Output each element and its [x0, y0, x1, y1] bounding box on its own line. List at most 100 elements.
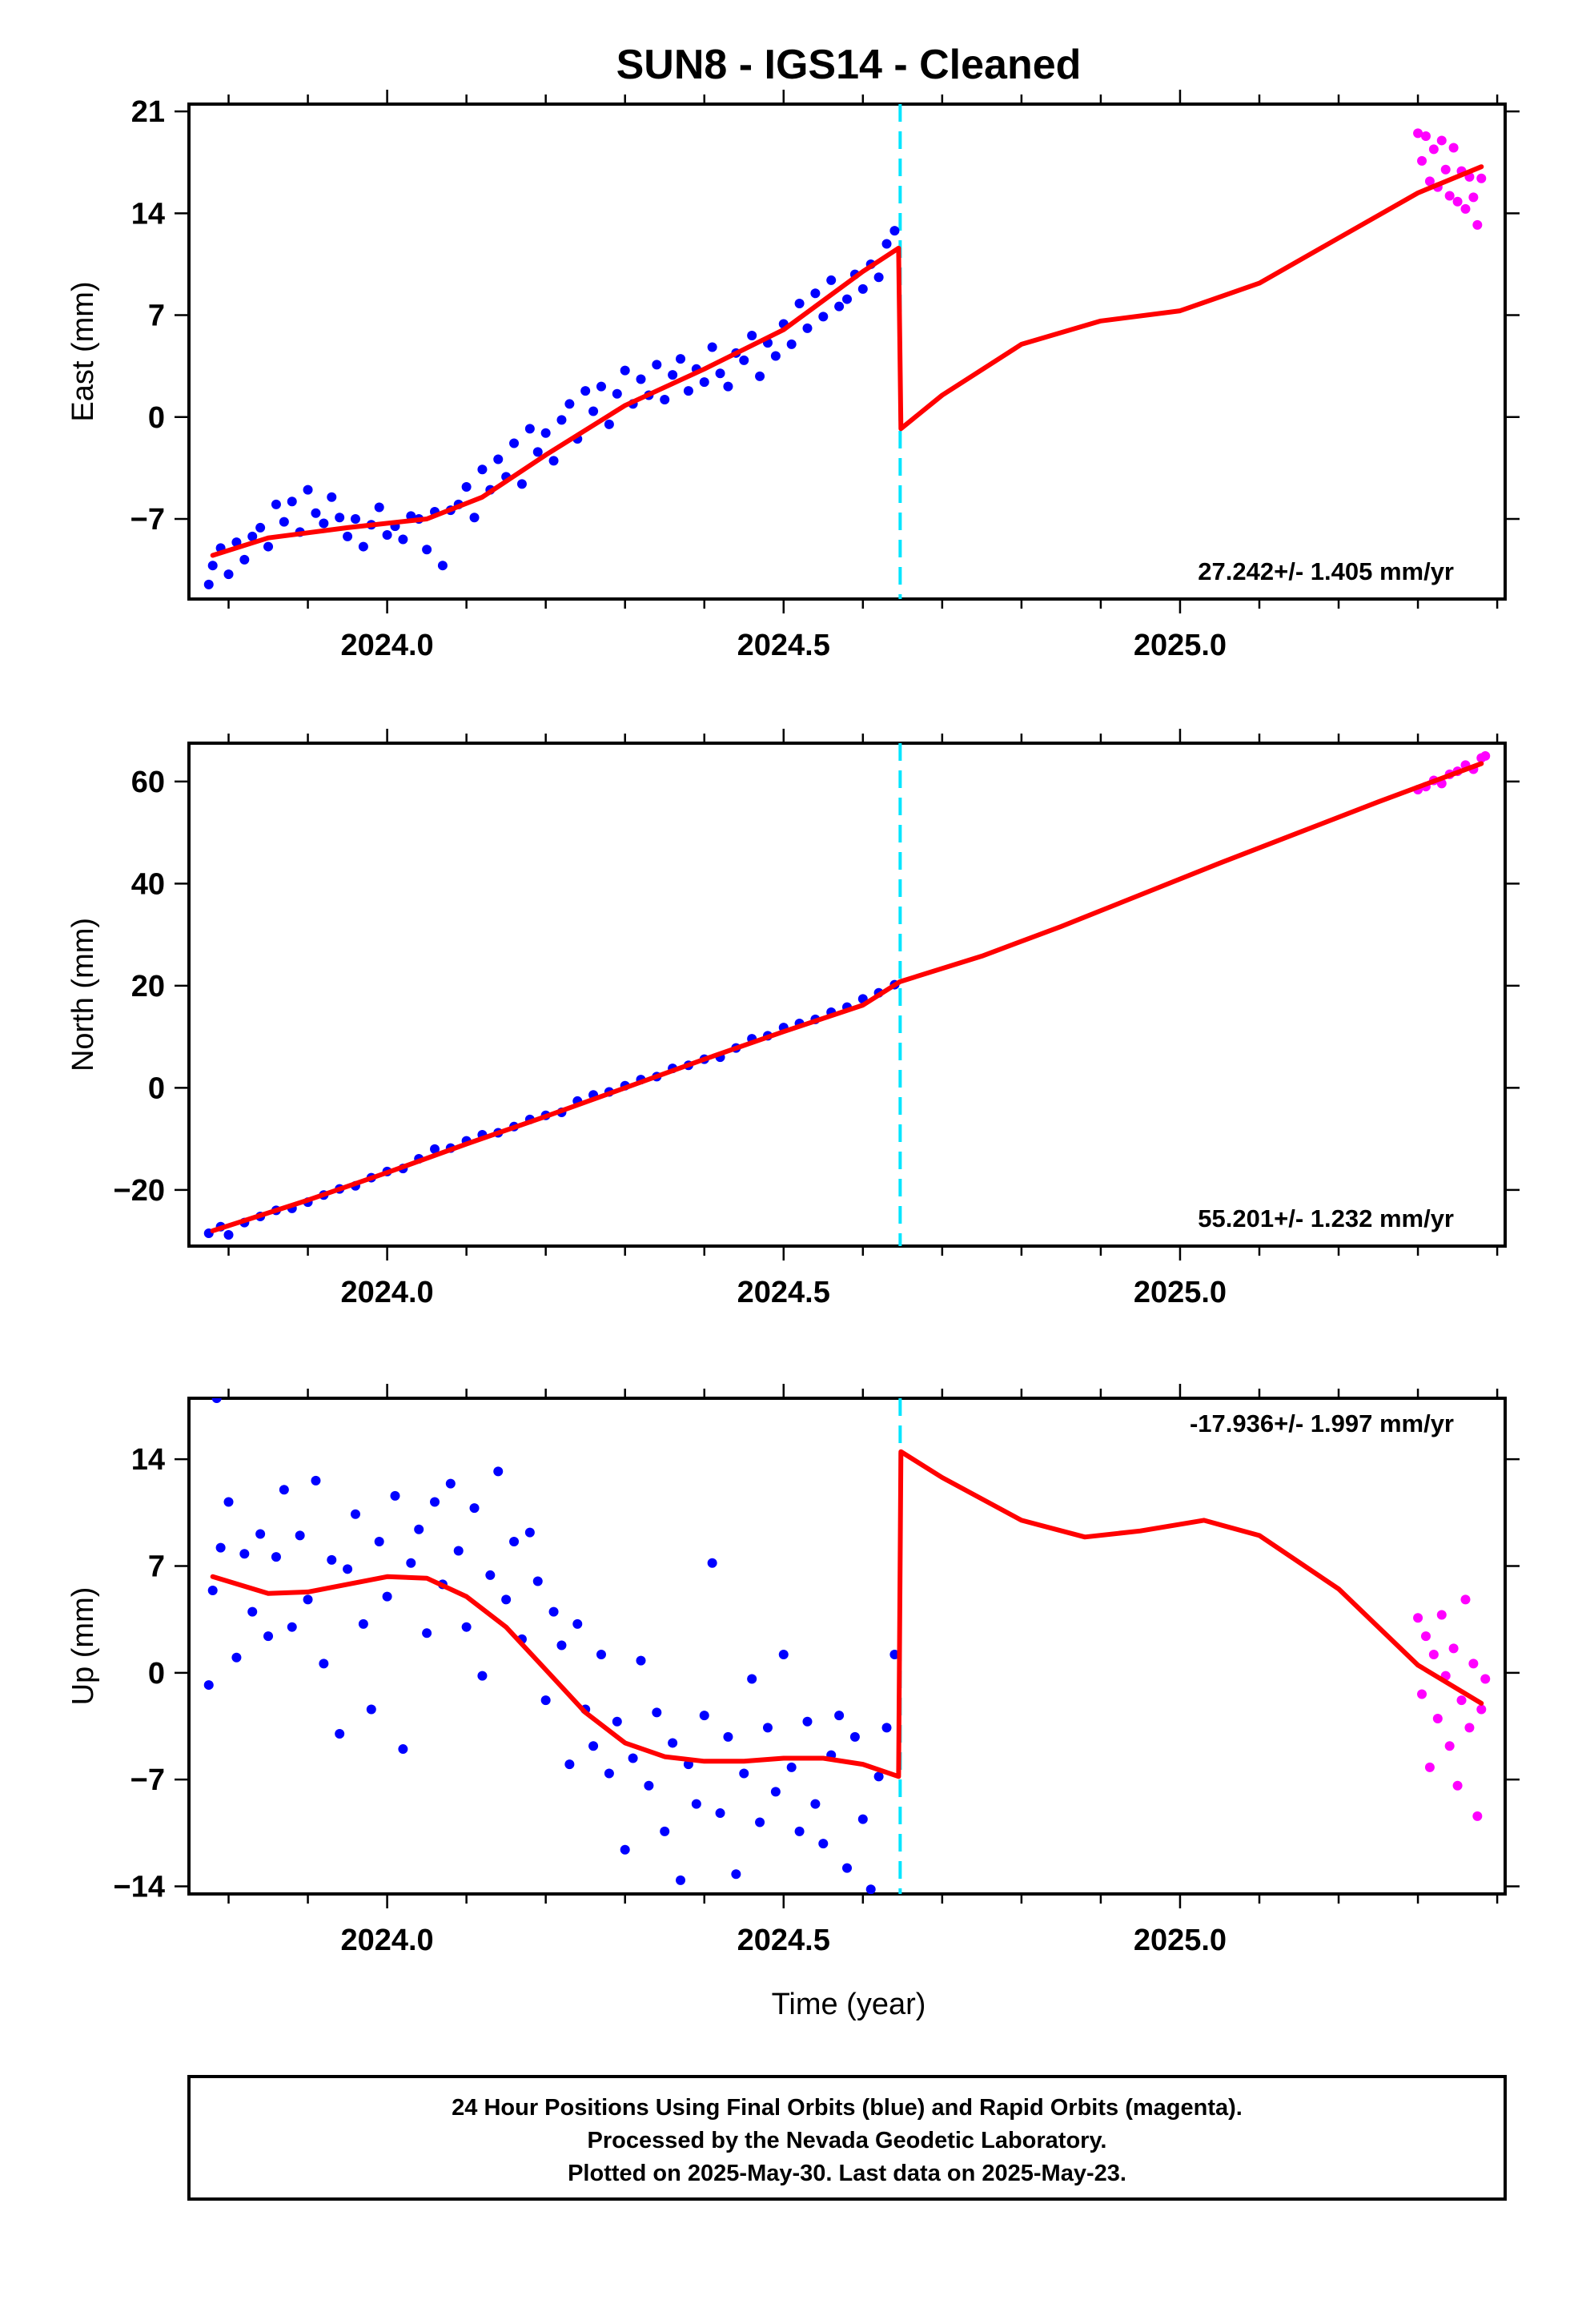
- final-orbit-point: [556, 1640, 567, 1651]
- y-tick-label: 14: [131, 1443, 165, 1477]
- final-orbit-point: [755, 1817, 765, 1827]
- final-orbit-point: [857, 283, 868, 294]
- final-orbit-point: [612, 388, 622, 399]
- final-orbit-point: [834, 1711, 845, 1721]
- rapid-orbit-point: [1480, 750, 1491, 761]
- rapid-orbit-point: [1413, 128, 1423, 139]
- final-orbit-point: [303, 485, 313, 495]
- final-orbit-point: [215, 1542, 226, 1553]
- final-orbit-point: [311, 508, 321, 518]
- rapid-orbit-point: [1413, 1613, 1423, 1623]
- final-orbit-point: [889, 1649, 900, 1659]
- final-orbit-point: [747, 1674, 757, 1684]
- final-orbit-point: [287, 1622, 297, 1632]
- final-orbit-point: [390, 1490, 400, 1501]
- rapid-orbit-point: [1428, 144, 1439, 155]
- final-orbit-point: [668, 370, 678, 380]
- x-tick-label: 2025.0: [1134, 1276, 1227, 1309]
- final-orbit-point: [786, 1762, 797, 1772]
- up-y-axis-label: Up (mm): [66, 1587, 100, 1706]
- final-orbit-point: [762, 1723, 773, 1733]
- rapid-orbit-point: [1436, 1610, 1447, 1620]
- north-y-axis-label: North (mm): [66, 918, 100, 1072]
- final-orbit-point: [255, 522, 266, 533]
- final-orbit-point: [612, 1716, 622, 1727]
- final-orbit-point: [303, 1594, 313, 1605]
- rapid-orbit-point: [1472, 1811, 1483, 1821]
- final-orbit-point: [335, 1729, 345, 1739]
- final-orbit-point: [660, 1826, 670, 1836]
- y-tick-label: −7: [130, 1763, 165, 1797]
- final-orbit-point: [223, 569, 234, 580]
- y-tick-label: 0: [148, 1072, 165, 1105]
- y-tick-label: 21: [131, 95, 165, 129]
- final-orbit-point: [374, 502, 384, 513]
- final-orbit-point: [588, 1741, 599, 1751]
- final-orbit-point: [263, 1631, 274, 1642]
- final-orbit-point: [358, 1618, 368, 1629]
- final-orbit-point: [699, 1711, 709, 1721]
- final-orbit-point: [660, 394, 670, 404]
- final-orbit-point: [247, 1606, 258, 1617]
- final-orbit-point: [770, 1787, 781, 1797]
- rapid-orbit-point: [1444, 191, 1455, 201]
- final-orbit-point: [327, 492, 337, 502]
- final-orbit-point: [223, 1229, 234, 1240]
- final-orbit-point: [382, 1591, 392, 1602]
- final-orbit-point: [881, 1723, 892, 1733]
- rapid-orbit-point: [1464, 1723, 1475, 1733]
- final-orbit-point: [794, 299, 805, 309]
- final-orbit-point: [445, 1478, 456, 1489]
- final-orbit-point: [548, 456, 559, 466]
- x-tick-label: 2025.0: [1134, 629, 1227, 662]
- east-y-axis-label: East (mm): [66, 281, 100, 421]
- y-tick-label: 14: [131, 197, 165, 231]
- final-orbit-point: [778, 1649, 789, 1659]
- y-tick-label: −14: [114, 1870, 165, 1904]
- final-orbit-point: [374, 1537, 384, 1547]
- final-orbit-point: [398, 534, 408, 545]
- final-orbit-point: [676, 1875, 686, 1885]
- rapid-orbit-point: [1428, 1649, 1439, 1659]
- final-orbit-point: [683, 386, 693, 396]
- final-orbit-point: [580, 386, 591, 396]
- final-orbit-point: [755, 371, 765, 381]
- y-tick-label: 60: [131, 766, 165, 799]
- rapid-orbit-point: [1448, 1643, 1459, 1654]
- rapid-orbit-point: [1476, 1704, 1487, 1715]
- y-tick-label: 20: [131, 970, 165, 1003]
- final-orbit-point: [453, 1546, 464, 1556]
- final-orbit-point: [676, 354, 686, 364]
- final-orbit-point: [509, 438, 520, 448]
- final-orbit-point: [211, 1398, 222, 1403]
- rapid-orbit-point: [1440, 164, 1451, 175]
- final-orbit-point: [207, 561, 218, 571]
- final-orbit-point: [422, 545, 432, 555]
- final-orbit-point: [239, 1549, 250, 1559]
- final-orbit-point: [739, 1768, 749, 1779]
- rapid-orbit-point: [1476, 173, 1487, 183]
- final-orbit-point: [707, 1558, 717, 1568]
- rapid-orbit-point: [1424, 1762, 1435, 1772]
- final-orbit-point: [857, 1814, 868, 1824]
- east-rate-label: 27.242+/- 1.405 mm/yr: [1198, 557, 1454, 585]
- rapid-orbit-point: [1468, 1659, 1479, 1669]
- final-orbit-point: [628, 1753, 638, 1763]
- final-orbit-point: [540, 1695, 551, 1706]
- final-orbit-point: [770, 351, 781, 361]
- final-orbit-point: [723, 381, 733, 392]
- rapid-orbit-point: [1444, 1741, 1455, 1751]
- rapid-orbit-point: [1420, 131, 1431, 141]
- final-orbit-point: [350, 514, 360, 525]
- final-orbit-point: [398, 1744, 408, 1755]
- final-orbit-point: [295, 1530, 305, 1541]
- y-tick-label: −7: [130, 503, 165, 537]
- final-orbit-point: [889, 226, 900, 236]
- final-orbit-point: [818, 312, 829, 322]
- figure-title: SUN8 - IGS14 - Cleaned: [616, 42, 1082, 88]
- rapid-orbit-point: [1460, 1594, 1471, 1605]
- final-orbit-point: [430, 1144, 440, 1154]
- final-orbit-point: [516, 479, 527, 489]
- final-orbit-point: [532, 1576, 543, 1586]
- rapid-orbit-point: [1452, 1780, 1463, 1791]
